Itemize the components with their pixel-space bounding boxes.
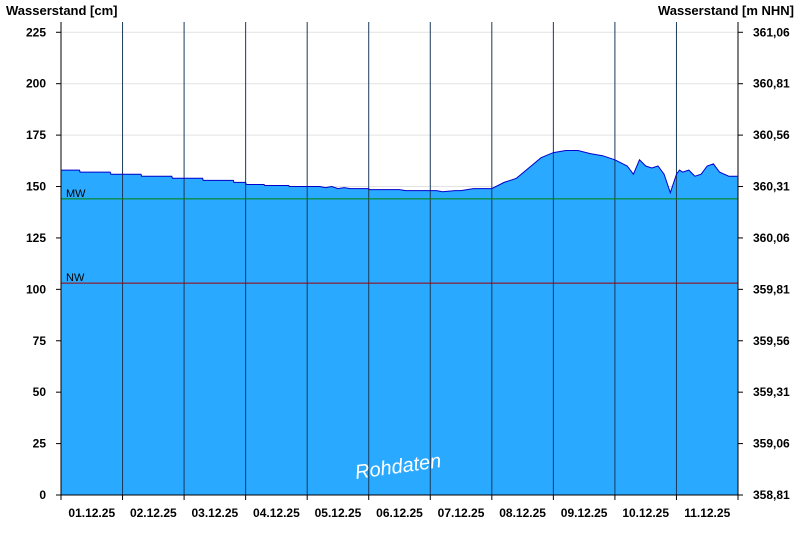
right-tick-label: 360,31 [753, 180, 790, 194]
left-tick-label: 25 [33, 437, 47, 451]
right-tick-label: 361,06 [753, 25, 790, 39]
reference-label-nw: NW [66, 272, 85, 284]
vertical-grid [122, 22, 677, 495]
left-tick-label: 150 [26, 180, 46, 194]
left-tick-label: 225 [26, 25, 46, 39]
x-tick-label: 11.12.25 [684, 506, 730, 520]
left-tick-label: 75 [33, 334, 47, 348]
left-tick-label: 100 [26, 282, 46, 296]
axes [56, 22, 743, 496]
x-tick-label: 10.12.25 [622, 506, 669, 520]
left-tick-label: 50 [33, 385, 47, 399]
right-tick-label: 360,81 [753, 77, 790, 91]
right-tick-label: 359,06 [753, 437, 790, 451]
x-tick-label: 02.12.25 [130, 506, 177, 520]
water-level-line [61, 150, 738, 195]
right-axis-ticks: 358,81 359,06 359,31 359,56 359,81 360,06 360,… [738, 25, 790, 502]
x-tick-label: 07.12.25 [438, 506, 485, 520]
right-tick-label: 360,06 [753, 231, 790, 245]
left-tick-label: 200 [26, 77, 46, 91]
x-axis-ticks: 01.12.25 02.12.25 03.12.25 04.12.25 05.12.25… [60, 495, 739, 520]
right-tick-label: 360,56 [753, 128, 790, 142]
left-tick-label: 175 [26, 128, 46, 142]
x-tick-label: 03.12.25 [192, 506, 239, 520]
left-axis-ticks: 0 25 50 75 100 125 150 175 200 225 [26, 25, 61, 502]
x-tick-label: 06.12.25 [376, 506, 423, 520]
x-tick-label: 01.12.25 [68, 506, 115, 520]
right-tick-label: 359,56 [753, 334, 790, 348]
x-tick-label: 09.12.25 [561, 506, 608, 520]
left-tick-label: 0 [39, 488, 46, 502]
x-tick-label: 08.12.25 [499, 506, 546, 520]
reference-lines: MW NW [61, 188, 738, 284]
left-axis-title: Wasserstand [cm] [6, 3, 118, 18]
right-tick-label: 358,81 [753, 488, 790, 502]
x-tick-label: 05.12.25 [315, 506, 362, 520]
water-level-area [61, 150, 738, 495]
x-tick-label: 04.12.25 [253, 506, 300, 520]
right-tick-label: 359,81 [753, 282, 790, 296]
right-tick-label: 359,31 [753, 385, 790, 399]
left-tick-label: 125 [26, 231, 46, 245]
right-axis-title: Wasserstand [m NHN] [658, 3, 794, 18]
reference-label-mw: MW [66, 188, 86, 200]
